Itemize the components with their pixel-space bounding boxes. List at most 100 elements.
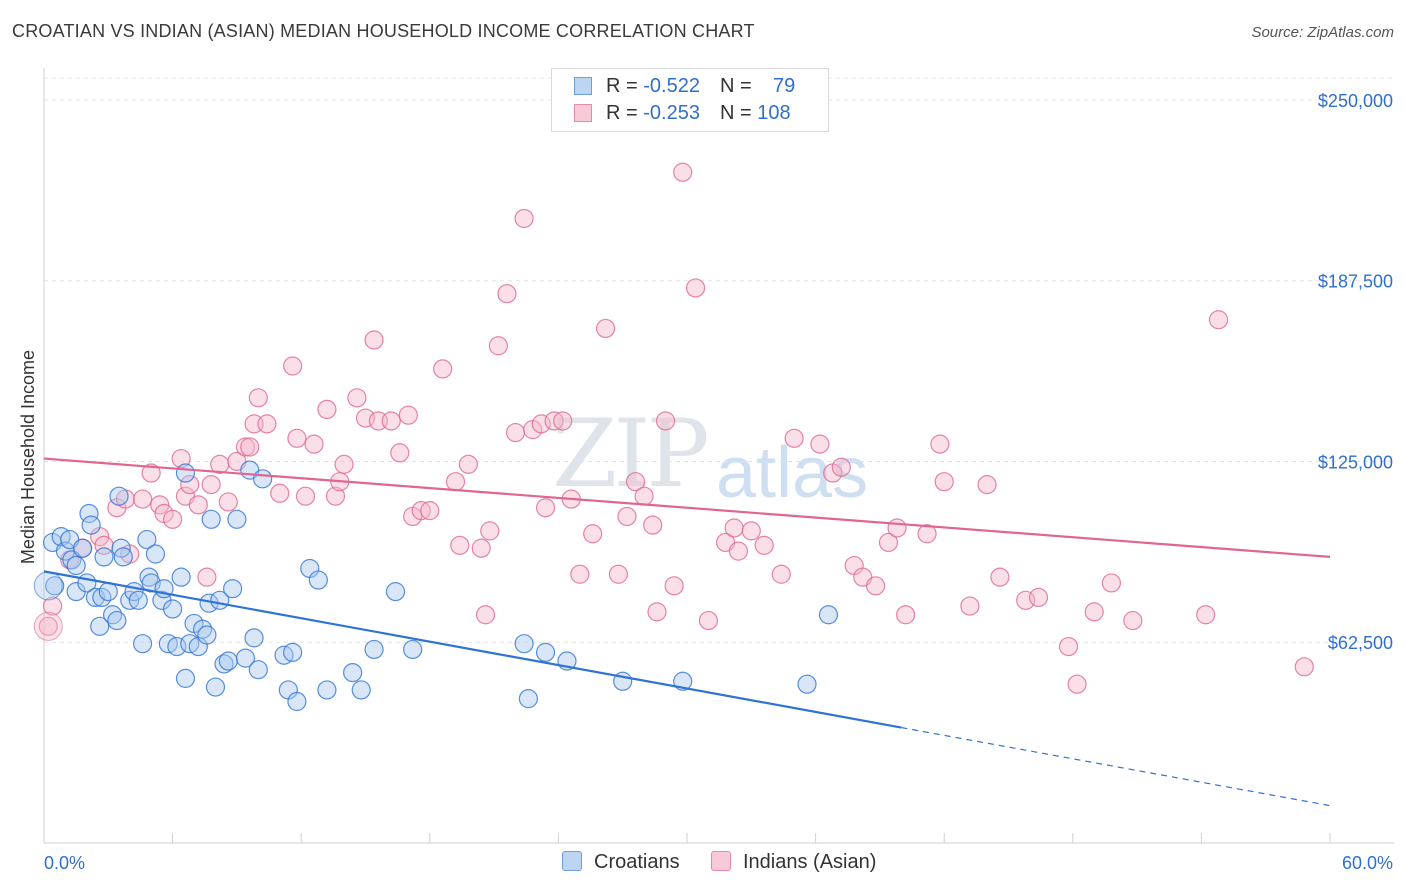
axes	[43, 68, 1394, 844]
indians-point	[1294, 657, 1314, 677]
indians-point	[741, 521, 761, 541]
croatians-point	[351, 680, 371, 700]
indians-point	[257, 414, 277, 434]
indians-point	[673, 162, 693, 182]
indians-point	[1196, 605, 1216, 625]
croatians-point	[132, 634, 153, 654]
indians-point	[471, 538, 491, 558]
croatians-point	[403, 639, 423, 660]
indians-point	[480, 521, 500, 541]
indians-point	[197, 567, 217, 587]
indians-point	[458, 454, 478, 474]
croatians-point	[308, 570, 328, 590]
y-tick-label: $125,000	[1318, 452, 1393, 472]
indians-point	[445, 472, 466, 492]
indians-point	[218, 492, 238, 512]
indians-point	[248, 388, 268, 408]
croatians-point	[227, 509, 247, 529]
indians-point	[960, 596, 980, 616]
croatians-point	[94, 547, 114, 567]
indians-point	[1028, 587, 1049, 608]
trend-lines	[43, 457, 1331, 807]
croatians-point	[81, 515, 101, 535]
indians-point	[325, 486, 346, 506]
indians-point	[295, 486, 316, 506]
indians-point	[553, 411, 573, 431]
croatians-point	[113, 547, 133, 567]
croatians-point	[518, 689, 538, 709]
indians-point	[433, 359, 453, 379]
indians-point	[934, 472, 954, 492]
croatians-point	[137, 529, 157, 550]
indians-point	[535, 498, 556, 518]
indians-point	[283, 356, 303, 376]
indians-point	[570, 564, 590, 584]
indians-point	[896, 605, 916, 625]
croatians-points	[33, 460, 839, 712]
y-tick-label: $187,500	[1318, 272, 1393, 292]
legend-n-label: N =	[719, 102, 758, 124]
indians-point	[917, 524, 937, 544]
indians-point	[398, 405, 418, 425]
y-axis-title: Median Household Income	[18, 350, 38, 564]
croatians-point	[535, 642, 556, 662]
croatians-point	[175, 463, 196, 483]
croatians-point	[244, 628, 264, 648]
croatians-point	[673, 671, 693, 691]
croatians-point	[205, 677, 226, 697]
bottom-legend-indians: Indians (Asian)	[711, 851, 876, 874]
indians-point	[450, 535, 470, 555]
indians-point	[1084, 602, 1104, 622]
indians-swatch	[711, 851, 731, 871]
indians-point	[188, 495, 208, 515]
legend-row-indians: R = -0.253 N = 108	[574, 102, 795, 126]
croatians-point	[197, 625, 217, 645]
indians-point	[887, 518, 907, 538]
indians-point	[655, 411, 676, 431]
indians-point	[420, 501, 440, 521]
croatians-point	[343, 662, 363, 683]
correlation-legend: R = -0.522 N = 79 R = -0.253 N = 108	[551, 68, 829, 132]
indians-point	[1123, 610, 1143, 631]
indians-point	[505, 422, 526, 443]
indians-point	[647, 602, 667, 622]
indians-point	[141, 463, 161, 483]
croatians-point	[364, 639, 384, 660]
indians-trend-line	[43, 457, 1331, 559]
indians-point	[514, 208, 534, 229]
legend-n-value: 79	[772, 75, 796, 97]
indians-point-large	[33, 611, 63, 641]
indians-point	[38, 616, 58, 636]
indians-point	[930, 434, 950, 454]
indians-point	[595, 318, 616, 339]
croatians-point	[201, 509, 221, 529]
source-label: Source: ZipAtlas.com	[1251, 24, 1394, 41]
croatians-point	[283, 642, 303, 662]
croatians-point	[175, 668, 196, 688]
indians-point	[990, 567, 1010, 587]
croatians-swatch	[562, 851, 582, 871]
croatians-point	[109, 486, 129, 506]
bottom-legend-indians-label: Indians (Asian)	[743, 851, 877, 873]
indians-point	[180, 475, 200, 495]
y-tick-label: $62,500	[1328, 633, 1393, 653]
x-tick-label-max: 60.0%	[1342, 853, 1393, 873]
indians-point	[1208, 310, 1229, 330]
croatians-point	[385, 582, 406, 602]
indians-point	[724, 518, 744, 538]
croatians-point	[797, 674, 817, 694]
croatians-point	[66, 555, 86, 576]
indians-point	[381, 411, 401, 431]
croatians-point	[218, 651, 238, 671]
indians-point	[201, 475, 221, 495]
indians-point	[617, 506, 637, 527]
chart-title: CROATIAN VS INDIAN (ASIAN) MEDIAN HOUSEH…	[12, 21, 755, 41]
croatians-point	[248, 660, 268, 680]
bottom-legend-croatians: Croatians	[562, 851, 680, 874]
watermark-zip: ZIP	[552, 400, 710, 509]
croatians-trend-extension	[901, 726, 1331, 807]
indians-point	[304, 434, 324, 454]
indians-point	[287, 428, 307, 448]
indians-point	[664, 576, 684, 596]
croatians-trend-line	[43, 570, 902, 729]
